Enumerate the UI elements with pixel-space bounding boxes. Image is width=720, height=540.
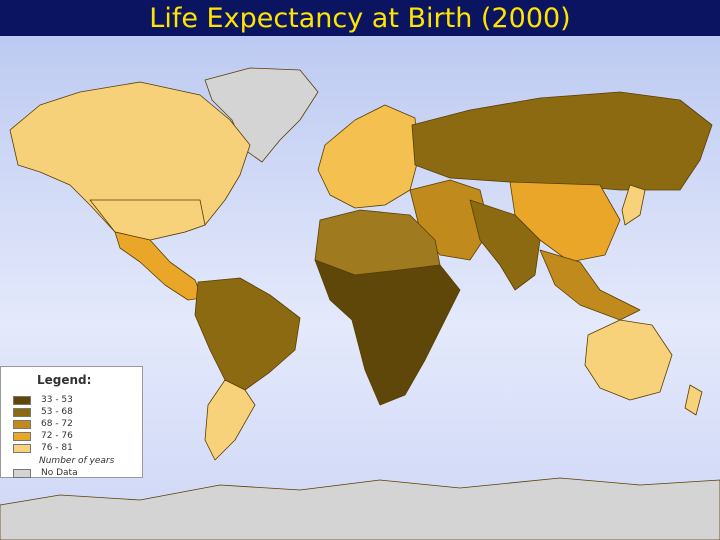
europe (317, 104, 419, 209)
legend: Legend: 33 - 53 53 - 68 68 - 72 72 - 76 76 -… (0, 366, 143, 478)
legend-label: No Data (41, 468, 78, 478)
legend-label: 33 - 53 (41, 395, 73, 405)
legend-swatch (13, 443, 31, 453)
legend-row: 68 - 72 (13, 419, 73, 429)
greenland (204, 67, 319, 163)
legend-label: 76 - 81 (41, 443, 73, 453)
japan (621, 184, 646, 226)
legend-label: 72 - 76 (41, 431, 73, 441)
legend-swatch (13, 419, 31, 429)
legend-label: 68 - 72 (41, 419, 73, 429)
new-zealand (684, 384, 703, 416)
russia (411, 91, 713, 191)
legend-row: 53 - 68 (13, 407, 73, 417)
antarctica (0, 477, 720, 540)
south-america-north (194, 277, 301, 391)
australia (584, 319, 673, 401)
legend-row: No Data (13, 468, 78, 478)
legend-row: 72 - 76 (13, 431, 73, 441)
title: Life Expectancy at Birth (2000) (149, 3, 571, 34)
legend-swatch (13, 395, 31, 405)
legend-row: 76 - 81 (13, 443, 73, 453)
legend-label: 53 - 68 (41, 407, 73, 417)
legend-swatch (13, 431, 31, 441)
legend-title: Legend: (37, 373, 92, 387)
southeast-asia (539, 249, 641, 321)
usa (89, 199, 206, 241)
legend-row: 33 - 53 (13, 395, 73, 405)
south-asia (469, 199, 541, 291)
legend-swatch (13, 407, 31, 417)
title-band (0, 0, 720, 36)
central-america (114, 231, 203, 301)
south-america-south (204, 379, 256, 461)
sub-saharan-africa (314, 259, 461, 406)
legend-note: Number of years (39, 456, 115, 466)
legend-swatch (13, 468, 31, 478)
